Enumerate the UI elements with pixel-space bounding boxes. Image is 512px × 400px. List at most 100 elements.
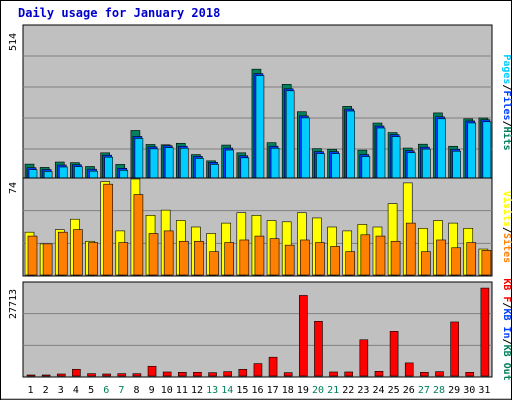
x-tick-label: 1 [28,385,34,396]
x-tick-label: 18 [282,385,294,396]
bar-kbf [404,362,414,377]
x-tick-label: 7 [118,385,124,396]
bar-kbf [26,374,36,377]
bar-sites [27,235,38,276]
bar-pages [482,121,492,180]
bar-kbf [87,373,96,377]
bar-pages [376,127,386,180]
bar-pages [210,164,219,180]
bar-kbf [147,365,157,377]
bar-pages [391,136,401,180]
bar-kbf [299,295,308,377]
bar-kbf [374,371,384,377]
bar-pages [58,166,68,180]
bar-pages [285,90,295,180]
bar-sites [118,242,129,276]
bar-pages [225,149,234,180]
bar-sites [360,234,371,276]
x-tick-label: 30 [463,385,475,396]
bar-sites [421,251,431,276]
bar-pages [316,153,325,180]
x-tick-label: 12 [191,385,203,396]
x-tick-label: 9 [149,385,155,396]
bar-pages [240,157,250,180]
bar-sites [466,242,477,276]
x-tick-label: 15 [236,385,248,396]
bar-kbf [41,374,51,377]
bar-kbf [465,372,475,377]
bar-kbf [238,368,248,377]
bar-kbf [420,372,429,377]
bar-kbf [435,371,444,377]
bar-sites [269,238,280,276]
x-tick-label: 11 [176,385,188,396]
legend-bottom: KB F/KB In/KB Out [501,278,512,380]
bar-kbf [268,356,278,377]
bar-kbf [329,371,338,377]
bar-sites [239,239,250,276]
bar-pages [104,156,113,180]
bar-kbf [389,331,399,377]
bar-sites [57,231,68,276]
bar-pages [301,117,310,180]
bar-kbf [56,373,66,377]
bar-sites [345,251,356,276]
bar-sites [103,183,113,276]
bar-sites [390,240,401,276]
bar-sites [300,239,310,276]
bar-kbf [102,373,111,377]
bar-pages [361,156,371,180]
bar-sites [194,240,204,276]
bar-sites [375,235,386,276]
bar-sites [148,233,159,276]
bar-pages [255,75,265,180]
legend-entry: KB Out [501,345,512,381]
bar-sites [436,239,446,276]
chart-title: Daily usage for January 2018 [18,6,221,20]
legend-entry: KB In [501,308,512,338]
x-tick-label: 10 [161,385,173,396]
y-max-label: 74 [8,182,19,194]
x-tick-label: 22 [342,385,354,396]
bar-kbf [177,372,187,377]
bar-sites [224,242,234,276]
bar-pages [134,138,144,180]
x-tick-label: 31 [478,385,490,396]
legend-entry: Files [501,90,512,120]
bar-pages [74,166,83,180]
bar-kbf [314,321,323,377]
bar-pages [406,152,416,180]
legend-entry: / [501,339,512,345]
x-tick-label: 6 [103,385,109,396]
bar-kbf [283,372,293,377]
bar-sites [405,222,416,276]
x-tick-label: 24 [373,385,385,396]
bar-kbf [450,321,459,377]
y-max-label: 27713 [8,289,19,319]
legend-entry: / [501,302,512,308]
bar-kbf [132,373,142,377]
bar-pages [331,153,340,180]
x-tick-label: 16 [251,385,263,396]
bar-sites [88,242,98,276]
x-tick-label: 25 [388,385,400,396]
bar-kbf [208,372,217,377]
bar-sites [315,242,325,276]
legend-entry: / [501,227,512,233]
bar-sites [42,243,53,276]
x-tick-label: 26 [403,385,415,396]
bar-sites [254,235,265,276]
x-tick-label: 13 [206,385,218,396]
bar-pages [452,150,461,180]
legend-entry: KB F [501,278,512,302]
bar-sites [451,247,461,276]
legend-entry: / [501,121,512,127]
y-max-label: 514 [8,33,19,51]
x-tick-label: 28 [433,385,445,396]
x-tick-label: 8 [133,385,139,396]
bar-kbf [359,339,369,377]
bar-kbf [193,372,202,377]
bar-sites [73,229,83,276]
